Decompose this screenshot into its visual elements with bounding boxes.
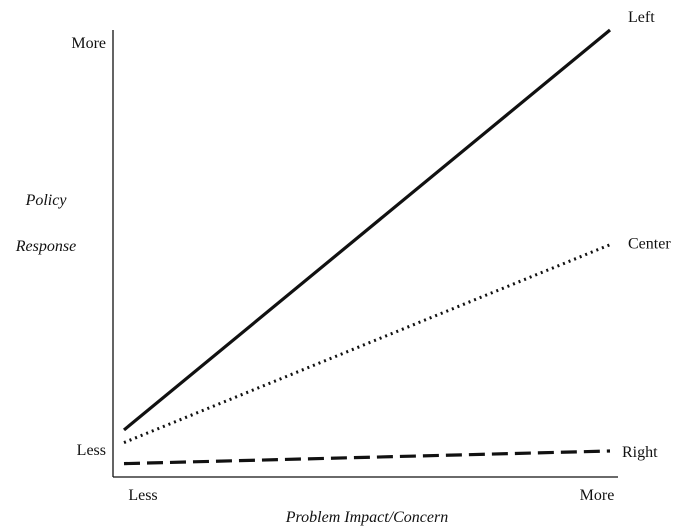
series-label-left: Left (628, 9, 655, 26)
x-tick-label-more: More (580, 487, 615, 504)
series-label-center: Center (628, 236, 671, 253)
series-label-right: Right (622, 444, 658, 461)
y-axis-title-line-2: Response (15, 238, 76, 255)
y-tick-label-more: More (71, 35, 106, 52)
series-line-center (123, 243, 611, 444)
x-axis-title: Problem Impact/Concern (285, 509, 448, 526)
series-line-left (122, 28, 612, 432)
y-tick-label-less: Less (77, 442, 106, 459)
y-axis-title-line-1: Policy (25, 192, 68, 209)
series-line-right (123, 449, 611, 466)
x-tick-label-less: Less (128, 487, 157, 504)
